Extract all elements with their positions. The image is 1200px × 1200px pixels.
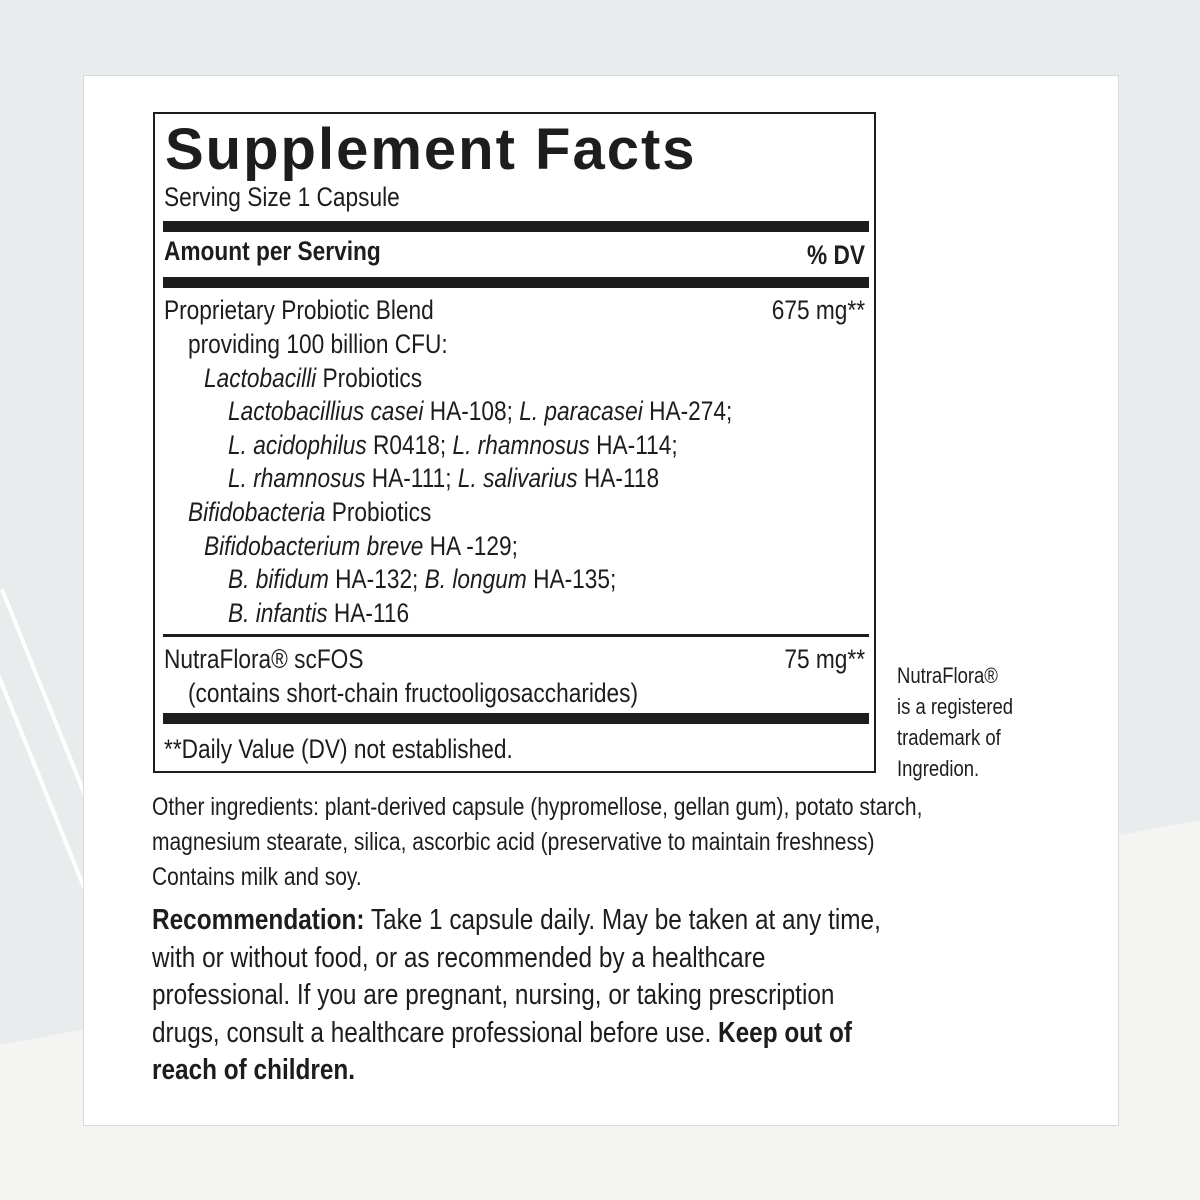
dv-header: % DV — [807, 240, 865, 270]
strain-name: B. infantis — [228, 597, 328, 628]
strain-name: B. longum — [424, 564, 527, 595]
dv-footnote: **Daily Value (DV) not established. — [164, 734, 513, 764]
amount-per-serving-header: Amount per Serving — [164, 236, 381, 266]
thick-divider — [163, 713, 869, 724]
blend-ingredient-line: B. infantis HA-116 — [228, 598, 444, 629]
blend-ingredient-line: providing 100 billion CFU: — [188, 329, 497, 360]
blend-name: Proprietary Probiotic Blend — [164, 295, 434, 325]
warning-text: Keep out of — [718, 1016, 853, 1049]
recommendation-label: Recommendation: — [152, 904, 365, 936]
prebiotic-name: NutraFlora® scFOS — [164, 644, 364, 674]
strain-name: L. rhamnosus — [228, 463, 366, 494]
blend-ingredient-line: Bifidobacterium breve HA -129; — [204, 531, 578, 562]
serving-size: Serving Size 1 Capsule — [164, 182, 400, 212]
strain-code: HA-111; — [365, 463, 458, 494]
strain-code: HA-135; — [526, 564, 617, 595]
strain-name: L. paracasei — [519, 396, 643, 427]
strain-code: HA-118 — [577, 463, 660, 494]
strain-name: L. acidophilus — [228, 429, 367, 460]
strain-code: providing 100 billion CFU: — [188, 329, 448, 359]
strain-code: HA-108; — [423, 396, 520, 427]
strain-code: HA-116 — [327, 597, 410, 628]
strain-name: L. salivarius — [457, 463, 578, 494]
panel-title: Supplement Facts — [165, 117, 697, 182]
prebiotic-detail: (contains short-chain fructooligosacchar… — [188, 678, 639, 708]
thick-divider — [163, 221, 869, 232]
strain-name: Bifidobacteria — [188, 497, 326, 527]
warning-text: reach of children. — [152, 1054, 356, 1086]
blend-ingredient-line: B. bifidum HA-132; B. longum HA-135; — [228, 564, 690, 595]
strain-name: B. bifidum — [228, 564, 329, 595]
thin-divider — [163, 634, 869, 637]
supplement-facts-panel: Supplement Facts Serving Size 1 Capsule … — [153, 112, 876, 773]
blend-ingredient-line: Lactobacilli Probiotics — [204, 363, 464, 394]
thick-divider — [163, 277, 869, 288]
strain-name: L. rhamnosus — [452, 429, 590, 460]
strain-code: R0418; — [366, 429, 453, 460]
strain-code: HA-114; — [589, 429, 678, 460]
strain-code: Probiotics — [325, 497, 432, 527]
strain-code: HA -129; — [423, 530, 518, 561]
blend-ingredient-line: L. rhamnosus HA-111; L. salivarius HA-11… — [228, 463, 741, 494]
strain-name: Lactobacilli — [204, 362, 317, 393]
prebiotic-amount: 75 mg** — [784, 644, 865, 674]
strain-code: HA-274; — [642, 396, 733, 427]
other-ingredients: Other ingredients: plant-derived capsule… — [152, 793, 923, 891]
blend-ingredient-line: Bifidobacteria Probiotics — [188, 497, 478, 528]
trademark-note: NutraFlora® is a registered trademark of… — [897, 663, 1014, 781]
recommendation: Recommendation: Take 1 capsule daily. Ma… — [152, 904, 881, 1086]
blend-ingredient-line: L. acidophilus R0418; L. rhamnosus HA-11… — [228, 430, 763, 461]
label-card — [83, 75, 1119, 1126]
strain-name: Bifidobacterium breve — [204, 530, 424, 561]
blend-ingredient-line: Lactobacillius casei HA-108; L. paracase… — [228, 396, 828, 427]
strain-name: Lactobacillius casei — [228, 396, 424, 427]
strain-code: Probiotics — [316, 362, 423, 393]
strain-code: HA-132; — [328, 564, 425, 595]
blend-amount: 675 mg** — [771, 295, 865, 325]
